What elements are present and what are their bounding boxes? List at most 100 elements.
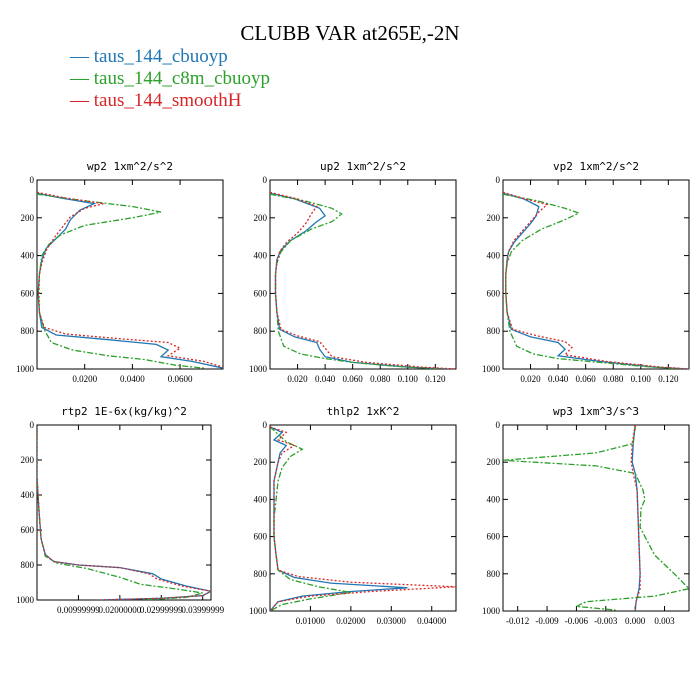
y-tick-label: 200 <box>487 213 501 223</box>
x-tick-label: -0.009 <box>535 616 559 626</box>
panel-3: vp2 1xm^2/s^2 0 200 400 600 800 1000 0.020 0.040… <box>482 160 690 384</box>
plot-frame <box>269 424 457 612</box>
x-tick-label: 0.01000 <box>296 616 326 626</box>
panel-title: wp2 1xm^2/s^2 <box>87 160 173 173</box>
panel-title: thlp2 1xK^2 <box>327 405 400 418</box>
series-line-taus_144_c8m_cbuoyp <box>503 425 689 611</box>
y-tick-label: 800 <box>21 326 35 336</box>
x-tick-label: 0.0600 <box>168 374 193 384</box>
y-tick-label: 1000 <box>482 606 501 616</box>
x-tick-label: 0.02000 <box>336 616 366 626</box>
panel-6: wp3 1xm^3/s^3 0 200 400 600 800 1000 -0.012 -0.0… <box>482 405 690 626</box>
panel-2: up2 1xm^2/s^2 0 200 400 600 800 1000 0.020 0.040… <box>249 160 457 384</box>
x-tick-label: 0.04000 <box>417 616 447 626</box>
series-line-taus_144_cbuoyp <box>503 192 689 369</box>
series-line-taus_144_c8m_cbuoyp <box>37 193 204 369</box>
x-tick-label: 0.080 <box>603 374 624 384</box>
y-tick-label: 800 <box>487 569 501 579</box>
series-line-taus_144_cbuoyp <box>37 192 223 369</box>
series-line-taus_144_smoothH <box>37 191 223 368</box>
y-tick-label: 600 <box>21 288 35 298</box>
x-tick-label: 0.100 <box>398 374 419 384</box>
x-tick-label: 0.100 <box>631 374 652 384</box>
panel-title: up2 1xm^2/s^2 <box>320 160 406 173</box>
series-line-taus_144_smoothH <box>270 191 456 369</box>
x-tick-label: 0.060 <box>576 374 597 384</box>
series-line-taus_144_smoothH <box>37 433 211 600</box>
x-tick-label: 0.03999999 <box>181 605 224 615</box>
y-tick-label: 200 <box>254 457 268 467</box>
series-line-taus_144_c8m_cbuoyp <box>270 193 443 369</box>
x-tick-label: 0.0400 <box>120 374 145 384</box>
series-line-taus_144_c8m_cbuoyp <box>37 433 203 600</box>
y-tick-label: 800 <box>254 326 268 336</box>
plot-frame <box>269 179 457 370</box>
series-line-taus_144_smoothH <box>270 426 456 611</box>
y-tick-label: 1000 <box>249 364 268 374</box>
x-tick-label: 0.020 <box>520 374 541 384</box>
y-tick-label: 200 <box>21 455 35 465</box>
y-tick-label: 0 <box>263 420 268 430</box>
series-line-taus_144_smoothH <box>630 425 641 611</box>
y-tick-label: 200 <box>487 457 501 467</box>
panel-5: thlp2 1xK^2 0 200 400 600 800 1000 0.01000 0.020… <box>249 405 457 626</box>
x-tick-label: 0.080 <box>370 374 391 384</box>
y-tick-label: 0 <box>263 175 268 185</box>
x-tick-label: 0.120 <box>658 374 679 384</box>
y-tick-label: 400 <box>254 494 268 504</box>
y-tick-label: 600 <box>254 288 268 298</box>
y-tick-label: 400 <box>487 494 501 504</box>
y-tick-label: 0 <box>30 175 35 185</box>
series-line-taus_144_cbuoyp <box>631 425 641 611</box>
x-tick-label: 0.0200 <box>72 374 97 384</box>
y-tick-label: 1000 <box>249 606 268 616</box>
legend-entry-taus_144_cbuoyp: — taus_144_cbuoyp <box>69 46 228 67</box>
y-tick-label: 800 <box>21 560 35 570</box>
x-tick-label: -0.003 <box>594 616 618 626</box>
panel-1: wp2 1xm^2/s^2 0 200 400 600 800 1000 0.0200 0.04… <box>16 160 224 384</box>
y-tick-label: 400 <box>21 251 35 261</box>
x-tick-label: 0.00999999 <box>57 605 100 615</box>
y-tick-label: 600 <box>21 525 35 535</box>
panel-title: rtp2 1E-6x(kg/kg)^2 <box>61 405 187 418</box>
y-tick-label: 400 <box>254 251 268 261</box>
y-tick-label: 800 <box>487 326 501 336</box>
panel-title: wp3 1xm^3/s^3 <box>553 405 639 418</box>
y-tick-label: 1000 <box>16 364 35 374</box>
x-tick-label: -0.006 <box>565 616 589 626</box>
panel-title: vp2 1xm^2/s^2 <box>553 160 639 173</box>
y-tick-label: 0 <box>496 175 501 185</box>
x-tick-label: 0.020 <box>287 374 308 384</box>
series-line-taus_144_cbuoyp <box>270 192 450 369</box>
series-line-taus_144_cbuoyp <box>37 433 211 600</box>
legend-entry-taus_144_c8m_cbuoyp: — taus_144_c8m_cbuoyp <box>69 68 270 89</box>
y-tick-label: 400 <box>487 251 501 261</box>
x-tick-label: 0.040 <box>548 374 569 384</box>
y-tick-label: 0 <box>30 420 35 430</box>
plot-frame <box>502 424 690 612</box>
plot-frame <box>36 179 224 370</box>
series-line-taus_144_smoothH <box>503 191 689 369</box>
plot-frame <box>36 424 212 601</box>
figure-title: CLUBB VAR at265E,-2N <box>240 21 459 45</box>
x-tick-label: 0.040 <box>315 374 336 384</box>
y-tick-label: 800 <box>254 569 268 579</box>
x-tick-label: 0.000 <box>625 616 646 626</box>
x-tick-label: 0.02000000 <box>98 605 141 615</box>
y-tick-label: 1000 <box>16 595 35 605</box>
panel-4: rtp2 1E-6x(kg/kg)^2 0 200 400 600 800 1000 0.00… <box>16 405 225 615</box>
legend-entry-taus_144_smoothH: — taus_144_smoothH <box>69 90 242 111</box>
x-tick-label: 0.060 <box>343 374 364 384</box>
x-tick-label: -0.012 <box>506 616 529 626</box>
y-tick-label: 600 <box>487 288 501 298</box>
legend: — taus_144_cbuoyp— taus_144_c8m_cbuoyp— … <box>69 46 270 111</box>
y-tick-label: 1000 <box>482 364 501 374</box>
x-tick-label: 0.03000 <box>377 616 407 626</box>
series-line-taus_144_c8m_cbuoyp <box>503 193 683 369</box>
y-tick-label: 200 <box>21 213 35 223</box>
y-tick-label: 0 <box>496 420 501 430</box>
x-tick-label: 0.120 <box>425 374 446 384</box>
plot-frame <box>502 179 690 370</box>
